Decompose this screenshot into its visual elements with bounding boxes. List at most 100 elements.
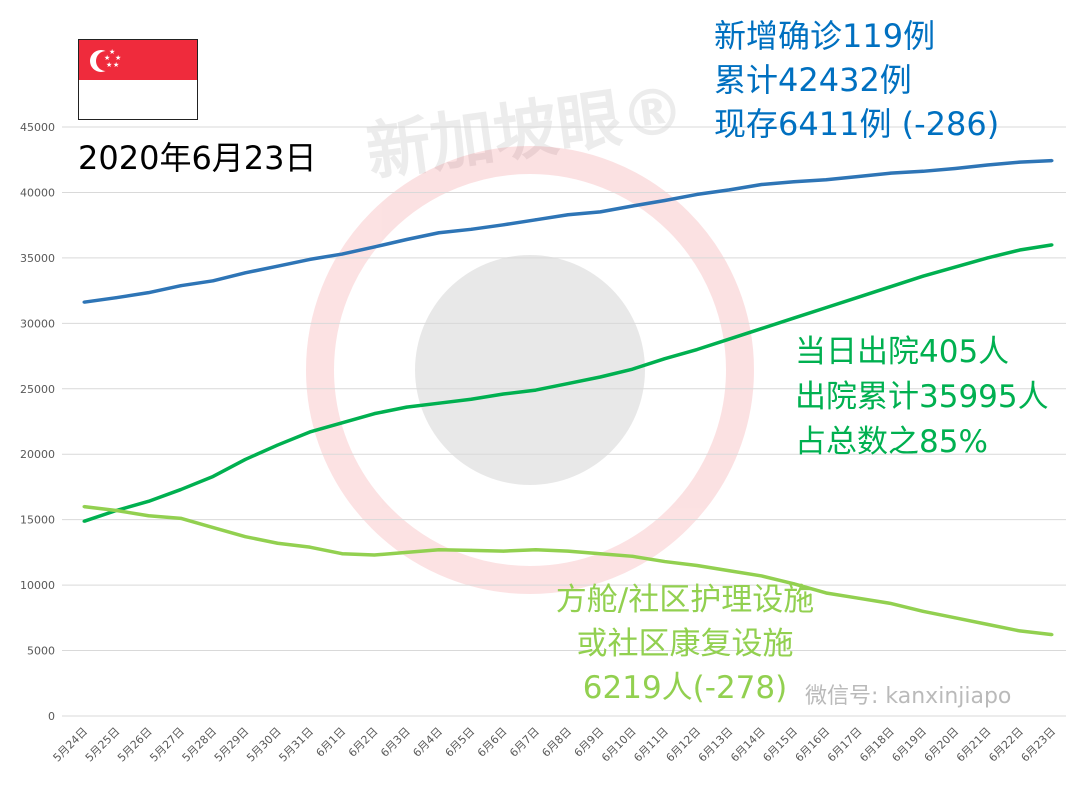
y-tick-label: 45000 — [20, 121, 55, 134]
total-discharged-text: 出院累计35995人 — [795, 379, 1049, 415]
confirmed-data-point — [1050, 159, 1054, 163]
confirmed-data-point — [340, 252, 344, 256]
discharged-data-point — [598, 375, 602, 379]
new-cases-text: 新增确诊119例 — [714, 17, 936, 55]
community-data-point — [211, 526, 215, 530]
community-data-point — [598, 552, 602, 556]
confirmed-data-point — [179, 284, 183, 288]
community-data-point — [985, 622, 989, 626]
confirmed-data-point — [308, 257, 312, 261]
community-facility-text: 方舱/社区护理设施 — [555, 582, 815, 618]
confirmed-data-point — [631, 204, 635, 208]
x-tick-label: 6月18日 — [857, 725, 897, 765]
report-date: 2020年6月23日 — [78, 139, 317, 177]
community-data-point — [566, 549, 570, 553]
y-tick-label: 35000 — [20, 252, 55, 265]
confirmed-data-point — [695, 192, 699, 196]
confirmed-data-point — [114, 296, 118, 300]
discharged-data-point — [437, 401, 441, 405]
discharged-share-text: 占总数之85% — [795, 424, 988, 460]
y-tick-label: 20000 — [20, 448, 55, 461]
x-tick-label: 5月27日 — [147, 725, 187, 765]
x-tick-label: 6月22日 — [986, 725, 1026, 765]
confirmed-data-point — [211, 279, 215, 283]
confirmed-data-point — [276, 264, 280, 268]
watermark-logo — [306, 146, 754, 594]
x-tick-label: 6月12日 — [664, 725, 704, 765]
x-tick-label: 6月23日 — [1019, 725, 1059, 765]
confirmed-data-point — [856, 175, 860, 179]
discharged-data-point — [179, 488, 183, 492]
discharged-annotation: 当日出院405人 出院累计35995人 占总数之85% — [795, 330, 1049, 465]
community-recovery-text: 或社区康复设施 — [576, 626, 794, 662]
discharged-data-point — [631, 367, 635, 371]
community-data-point — [889, 601, 893, 605]
community-data-point — [534, 548, 538, 552]
confirmed-data-point — [243, 271, 247, 275]
discharged-data-point — [856, 295, 860, 299]
discharged-data-point — [1018, 248, 1022, 252]
x-tick-label: 6月11日 — [631, 725, 671, 765]
x-tick-label: 5月26日 — [115, 725, 155, 765]
community-data-point — [953, 616, 957, 620]
community-data-point — [276, 541, 280, 545]
community-data-point — [663, 560, 667, 564]
community-data-point — [1018, 629, 1022, 633]
discharged-data-point — [340, 421, 344, 425]
community-count-text: 6219人(-278) — [582, 670, 788, 706]
confirmed-data-point — [953, 166, 957, 170]
discharged-data-point — [82, 519, 86, 523]
discharged-data-point — [889, 285, 893, 289]
community-data-point — [308, 545, 312, 549]
svg-text:★: ★ — [106, 61, 112, 69]
y-tick-label: 30000 — [20, 317, 55, 330]
discharged-data-point — [953, 265, 957, 269]
discharged-data-point — [469, 397, 473, 401]
x-tick-label: 5月25日 — [83, 725, 123, 765]
confirmed-annotation: 新增确诊119例 累计42432例 现存6411例 (-286) — [714, 14, 999, 146]
confirmed-data-point — [889, 171, 893, 175]
x-tick-label: 6月20日 — [922, 725, 962, 765]
confirmed-data-point — [437, 231, 441, 235]
confirmed-data-point — [760, 183, 764, 187]
confirmed-data-point — [405, 237, 409, 241]
confirmed-data-point — [372, 245, 376, 249]
svg-text:★: ★ — [109, 48, 115, 56]
community-data-point — [921, 609, 925, 613]
discharged-data-point — [372, 412, 376, 416]
x-tick-label: 5月28日 — [180, 725, 220, 765]
discharged-data-point — [824, 306, 828, 310]
confirmed-data-point — [921, 169, 925, 173]
x-tick-label: 6月13日 — [696, 725, 736, 765]
x-tick-label: 6月19日 — [889, 725, 929, 765]
svg-text:★: ★ — [115, 54, 121, 62]
active-cases-text: 现存6411例 (-286) — [714, 105, 1000, 143]
x-tick-label: 6月10日 — [599, 725, 639, 765]
discharged-data-point — [792, 316, 796, 320]
community-data-point — [405, 550, 409, 554]
y-tick-label: 40000 — [20, 186, 55, 199]
community-data-point — [856, 596, 860, 600]
discharged-data-point — [147, 499, 151, 503]
y-tick-label: 15000 — [20, 514, 55, 527]
community-data-point — [179, 516, 183, 520]
community-data-point — [824, 591, 828, 595]
discharged-data-point — [760, 327, 764, 331]
discharged-data-point — [211, 474, 215, 478]
x-tick-label: 6月8日 — [539, 725, 574, 760]
confirmed-data-point — [501, 223, 505, 227]
community-data-point — [82, 505, 86, 509]
confirmed-data-point — [82, 300, 86, 304]
discharged-data-point — [1050, 243, 1054, 247]
community-data-point — [695, 563, 699, 567]
community-data-point — [792, 582, 796, 586]
discharged-data-point — [501, 392, 505, 396]
confirmed-data-point — [792, 180, 796, 184]
x-tick-label: 5月30日 — [244, 725, 284, 765]
confirmed-data-point — [1018, 160, 1022, 164]
discharged-data-point — [405, 405, 409, 409]
confirmed-data-point — [534, 218, 538, 222]
y-tick-label: 10000 — [20, 579, 55, 592]
community-data-point — [243, 535, 247, 539]
